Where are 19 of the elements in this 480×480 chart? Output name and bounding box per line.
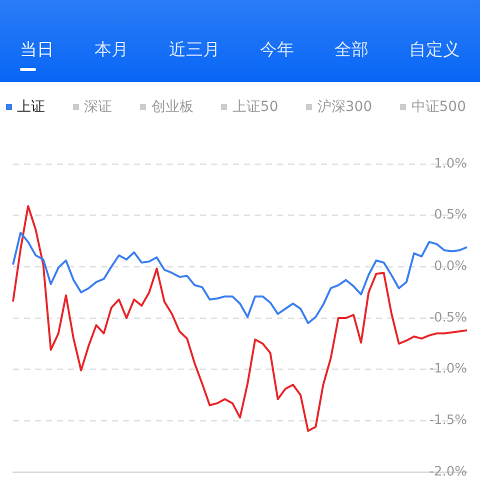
legend-label: 中证500 xyxy=(411,98,466,116)
y-tick-label: -0.5% xyxy=(429,310,467,326)
legend-label: 创业板 xyxy=(151,98,194,116)
text: 全部 xyxy=(334,39,368,61)
y-tick-label: 0.5% xyxy=(434,208,467,223)
legend-label: 深证 xyxy=(84,98,112,116)
text: 今年 xyxy=(260,39,294,61)
y-tick-label: -2.0% xyxy=(429,464,467,480)
y-tick-label: 0.0% xyxy=(434,259,467,274)
legend-label: 上证 xyxy=(17,98,45,116)
y-tick-label: -1.0% xyxy=(429,362,467,377)
y-tick-label: 1.0% xyxy=(434,156,467,172)
text: 自定义 xyxy=(408,39,460,61)
legend-label: 上证50 xyxy=(232,98,278,116)
legend-label: 沪深300 xyxy=(317,98,372,116)
text: 近三月 xyxy=(168,39,220,61)
text: 本月 xyxy=(94,39,128,61)
text: 当日 xyxy=(20,39,54,61)
y-tick-label: -1.5% xyxy=(429,413,467,428)
